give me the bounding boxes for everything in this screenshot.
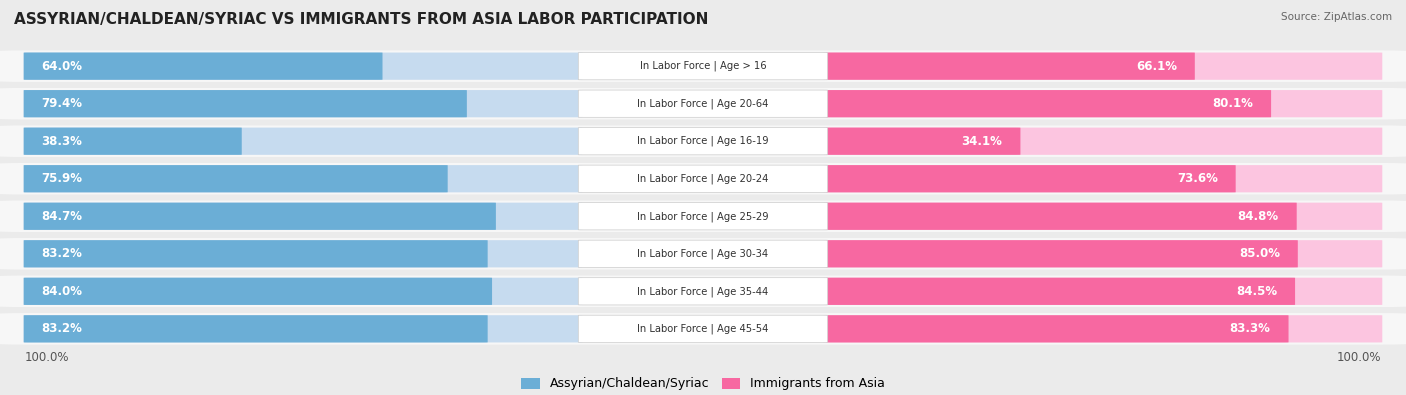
FancyBboxPatch shape — [24, 203, 496, 230]
FancyBboxPatch shape — [827, 240, 1298, 267]
Text: 80.1%: 80.1% — [1212, 97, 1253, 110]
FancyBboxPatch shape — [578, 315, 828, 342]
FancyBboxPatch shape — [827, 53, 1195, 80]
Text: 84.8%: 84.8% — [1237, 210, 1279, 223]
FancyBboxPatch shape — [0, 88, 1406, 119]
FancyBboxPatch shape — [24, 53, 582, 80]
Text: 100.0%: 100.0% — [1337, 352, 1381, 364]
FancyBboxPatch shape — [578, 240, 828, 267]
FancyBboxPatch shape — [24, 278, 492, 305]
Text: 64.0%: 64.0% — [42, 60, 83, 73]
Text: 75.9%: 75.9% — [42, 172, 83, 185]
FancyBboxPatch shape — [0, 276, 1406, 307]
FancyBboxPatch shape — [0, 313, 1406, 344]
FancyBboxPatch shape — [824, 240, 1382, 267]
FancyBboxPatch shape — [0, 163, 1406, 194]
Text: 83.3%: 83.3% — [1230, 322, 1271, 335]
Text: 84.0%: 84.0% — [42, 285, 83, 298]
Text: 84.5%: 84.5% — [1236, 285, 1277, 298]
Text: 83.2%: 83.2% — [42, 322, 83, 335]
FancyBboxPatch shape — [24, 165, 582, 192]
FancyBboxPatch shape — [0, 201, 1406, 232]
Text: ASSYRIAN/CHALDEAN/SYRIAC VS IMMIGRANTS FROM ASIA LABOR PARTICIPATION: ASSYRIAN/CHALDEAN/SYRIAC VS IMMIGRANTS F… — [14, 12, 709, 27]
FancyBboxPatch shape — [24, 240, 488, 267]
FancyBboxPatch shape — [24, 278, 582, 305]
FancyBboxPatch shape — [827, 278, 1295, 305]
Text: 66.1%: 66.1% — [1136, 60, 1177, 73]
Text: 100.0%: 100.0% — [25, 352, 69, 364]
Legend: Assyrian/Chaldean/Syriac, Immigrants from Asia: Assyrian/Chaldean/Syriac, Immigrants fro… — [516, 372, 890, 395]
FancyBboxPatch shape — [824, 128, 1382, 155]
FancyBboxPatch shape — [827, 128, 1021, 155]
FancyBboxPatch shape — [24, 165, 447, 192]
Text: 79.4%: 79.4% — [42, 97, 83, 110]
Text: 38.3%: 38.3% — [42, 135, 83, 148]
Text: In Labor Force | Age 16-19: In Labor Force | Age 16-19 — [637, 136, 769, 147]
FancyBboxPatch shape — [24, 128, 582, 155]
Text: 73.6%: 73.6% — [1177, 172, 1218, 185]
Text: In Labor Force | Age 25-29: In Labor Force | Age 25-29 — [637, 211, 769, 222]
FancyBboxPatch shape — [578, 203, 828, 230]
FancyBboxPatch shape — [824, 90, 1382, 117]
FancyBboxPatch shape — [578, 278, 828, 305]
FancyBboxPatch shape — [24, 315, 488, 342]
Text: 84.7%: 84.7% — [42, 210, 83, 223]
FancyBboxPatch shape — [824, 53, 1382, 80]
Text: In Labor Force | Age 35-44: In Labor Force | Age 35-44 — [637, 286, 769, 297]
FancyBboxPatch shape — [24, 128, 242, 155]
FancyBboxPatch shape — [824, 165, 1382, 192]
FancyBboxPatch shape — [578, 90, 828, 117]
FancyBboxPatch shape — [827, 203, 1296, 230]
FancyBboxPatch shape — [24, 90, 582, 117]
FancyBboxPatch shape — [0, 238, 1406, 269]
FancyBboxPatch shape — [824, 203, 1382, 230]
Text: 34.1%: 34.1% — [962, 135, 1002, 148]
FancyBboxPatch shape — [578, 53, 828, 80]
FancyBboxPatch shape — [0, 126, 1406, 157]
FancyBboxPatch shape — [0, 51, 1406, 82]
FancyBboxPatch shape — [24, 203, 582, 230]
Text: In Labor Force | Age > 16: In Labor Force | Age > 16 — [640, 61, 766, 71]
FancyBboxPatch shape — [827, 165, 1236, 192]
FancyBboxPatch shape — [24, 315, 582, 342]
FancyBboxPatch shape — [827, 315, 1288, 342]
Text: In Labor Force | Age 45-54: In Labor Force | Age 45-54 — [637, 324, 769, 334]
FancyBboxPatch shape — [827, 90, 1271, 117]
Text: In Labor Force | Age 20-24: In Labor Force | Age 20-24 — [637, 173, 769, 184]
Text: Source: ZipAtlas.com: Source: ZipAtlas.com — [1281, 12, 1392, 22]
Text: 83.2%: 83.2% — [42, 247, 83, 260]
FancyBboxPatch shape — [24, 90, 467, 117]
FancyBboxPatch shape — [824, 315, 1382, 342]
FancyBboxPatch shape — [24, 53, 382, 80]
FancyBboxPatch shape — [824, 278, 1382, 305]
FancyBboxPatch shape — [24, 240, 582, 267]
Text: 85.0%: 85.0% — [1239, 247, 1279, 260]
FancyBboxPatch shape — [578, 128, 828, 155]
FancyBboxPatch shape — [578, 165, 828, 192]
Text: In Labor Force | Age 30-34: In Labor Force | Age 30-34 — [637, 248, 769, 259]
Text: In Labor Force | Age 20-64: In Labor Force | Age 20-64 — [637, 98, 769, 109]
